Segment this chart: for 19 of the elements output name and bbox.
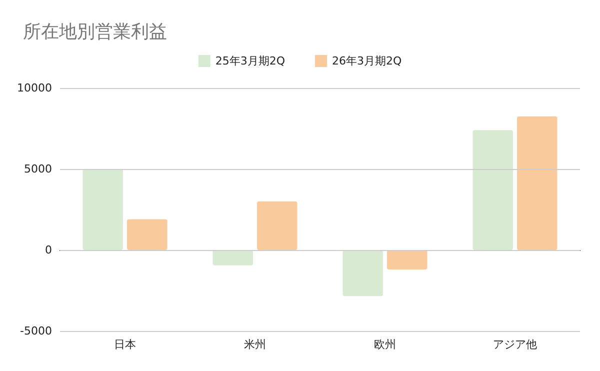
bar <box>127 219 168 250</box>
bar <box>342 250 383 296</box>
y-tick-label: 10000 <box>17 82 52 94</box>
x-tick-label: 米州 <box>244 338 266 351</box>
y-tick-label: -5000 <box>20 324 52 338</box>
chart-title: 所在地別営業利益 <box>23 22 167 42</box>
x-tick-label: 日本 <box>114 338 136 351</box>
bar <box>517 116 558 250</box>
bar <box>387 250 428 270</box>
y-tick-label: 0 <box>45 244 52 256</box>
y-tick-label: 5000 <box>24 162 52 176</box>
legend-label: 26年3月期2Q <box>332 54 402 68</box>
bar <box>257 201 298 250</box>
x-tick-label: アジア他 <box>493 338 537 351</box>
bar <box>472 130 513 250</box>
legend-label: 25年3月期2Q <box>215 54 286 68</box>
bar <box>212 250 253 266</box>
bar <box>82 169 123 250</box>
x-tick-label: 欧州 <box>374 338 396 351</box>
